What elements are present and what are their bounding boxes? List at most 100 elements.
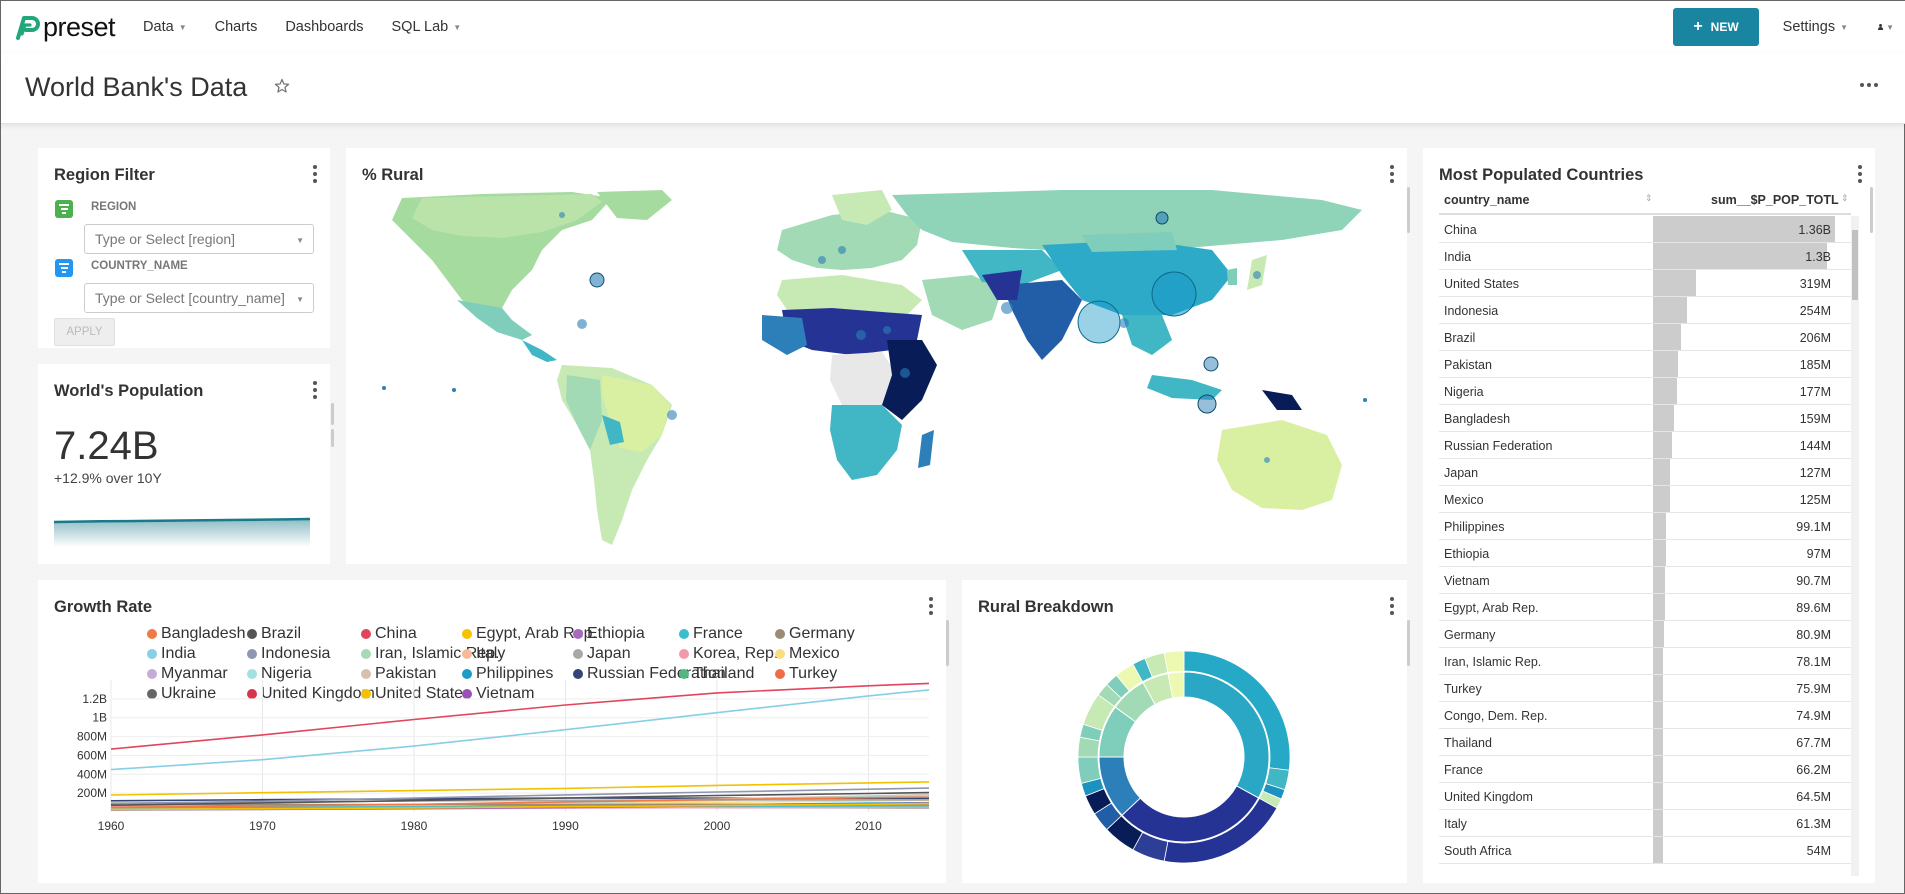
cell-value: 254M xyxy=(1799,304,1831,318)
table-row[interactable]: Philippines 99.1M xyxy=(1439,513,1851,540)
plus-icon: + xyxy=(1693,18,1703,35)
rural-breakdown-sunburst[interactable] xyxy=(1064,649,1304,869)
table-row[interactable]: India 1.3B xyxy=(1439,243,1851,270)
table-row[interactable]: Iran, Islamic Rep. 78.1M xyxy=(1439,648,1851,675)
legend-item[interactable]: Japan xyxy=(573,645,631,663)
legend-item[interactable]: China xyxy=(361,625,417,643)
nav-charts[interactable]: Charts xyxy=(215,19,258,35)
legend-item[interactable]: Pakistan xyxy=(361,665,436,683)
legend-item[interactable]: Ethiopia xyxy=(573,625,645,643)
settings-menu[interactable]: Settings ▼ xyxy=(1783,19,1848,35)
card-menu-button[interactable] xyxy=(1858,165,1862,183)
legend-item[interactable]: Turkey xyxy=(775,665,837,683)
column-header-country-name[interactable]: country_name xyxy=(1444,193,1530,207)
card-menu-button[interactable] xyxy=(1390,597,1394,615)
legend-item[interactable]: India xyxy=(147,645,196,663)
map-bubble xyxy=(1001,302,1013,314)
table-row[interactable]: South Africa 54M xyxy=(1439,837,1851,864)
resize-handle[interactable] xyxy=(331,403,334,425)
table-row[interactable]: Vietnam 90.7M xyxy=(1439,567,1851,594)
legend-item[interactable]: Indonesia xyxy=(247,645,330,663)
trendline-area xyxy=(54,519,310,547)
legend-item[interactable]: Philippines xyxy=(462,665,553,683)
series-line xyxy=(110,682,930,750)
country-name-select[interactable]: Type or Select [country_name] ▼ xyxy=(84,283,314,313)
legend-item[interactable]: Germany xyxy=(775,625,855,643)
scrollbar-thumb[interactable] xyxy=(1852,230,1858,300)
legend-item[interactable]: Myanmar xyxy=(147,665,228,683)
map-region-png xyxy=(1262,390,1302,410)
cell-country: Turkey xyxy=(1444,682,1482,696)
table-row[interactable]: France 66.2M xyxy=(1439,756,1851,783)
legend-item[interactable]: United Kingdom xyxy=(247,685,375,703)
table-header-border xyxy=(1439,213,1851,215)
legend-item[interactable]: Nigeria xyxy=(247,665,312,683)
table-row[interactable]: China 1.36B xyxy=(1439,216,1851,243)
nav-dashboards[interactable]: Dashboards xyxy=(285,19,363,35)
dashboard-more-menu[interactable] xyxy=(1860,83,1878,87)
map-region-mexico xyxy=(457,300,532,340)
table-row[interactable]: Thailand 67.7M xyxy=(1439,729,1851,756)
nav-data[interactable]: Data ▼ xyxy=(143,19,187,35)
map-region-russia xyxy=(892,190,1362,252)
legend-item[interactable]: Korea, Rep. xyxy=(679,645,778,663)
card-menu-button[interactable] xyxy=(313,165,317,183)
legend-item[interactable]: Bangladesh xyxy=(147,625,246,643)
nav-sql-lab[interactable]: SQL Lab ▼ xyxy=(392,19,462,35)
table-row[interactable]: United Kingdom 64.5M xyxy=(1439,783,1851,810)
resize-handle[interactable] xyxy=(1870,187,1873,233)
card-menu-button[interactable] xyxy=(929,597,933,615)
dashboard-title[interactable]: World Bank's Data xyxy=(25,72,248,102)
region-filter-card: Region Filter REGION Type or Select [reg… xyxy=(38,148,330,348)
table-row[interactable]: Japan 127M xyxy=(1439,459,1851,486)
region-select[interactable]: Type or Select [region] ▼ xyxy=(84,224,314,254)
legend-label: Ukraine xyxy=(161,685,217,702)
growth-rate-line-chart[interactable]: 1960 1970 1980 1990 2000 2010 200M 400M 600M 800M… xyxy=(38,680,938,880)
legend-item[interactable]: Italy xyxy=(462,645,505,663)
table-row[interactable]: Congo, Dem. Rep. 74.9M xyxy=(1439,702,1851,729)
card-menu-button[interactable] xyxy=(313,381,317,399)
resize-handle[interactable] xyxy=(946,620,949,666)
legend-item[interactable]: Brazil xyxy=(247,625,301,643)
series-line xyxy=(110,802,930,811)
y-tick-label: 1B xyxy=(92,711,107,725)
legend-item[interactable]: Ukraine xyxy=(147,685,216,703)
apply-button[interactable]: APPLY xyxy=(54,318,115,346)
table-row[interactable]: Pakistan 185M xyxy=(1439,351,1851,378)
legend-item[interactable]: Vietnam xyxy=(462,685,534,703)
resize-handle[interactable] xyxy=(1407,187,1410,233)
cell-country: Thailand xyxy=(1444,736,1492,750)
resize-handle[interactable] xyxy=(1407,620,1410,666)
table-row[interactable]: Indonesia 254M xyxy=(1439,297,1851,324)
table-row[interactable]: Mexico 125M xyxy=(1439,486,1851,513)
table-row[interactable]: Egypt, Arab Rep. 89.6M xyxy=(1439,594,1851,621)
sort-icon[interactable]: ⇕ xyxy=(1841,193,1849,203)
table-row[interactable]: Russian Federation 144M xyxy=(1439,432,1851,459)
table-row[interactable]: Italy 61.3M xyxy=(1439,810,1851,837)
resize-handle[interactable] xyxy=(331,429,334,447)
table-scrollbar[interactable] xyxy=(1851,216,1859,876)
brand-logo[interactable]: preset xyxy=(13,12,116,43)
map-region-central-africa xyxy=(830,352,897,420)
table-row[interactable]: Brazil 206M xyxy=(1439,324,1851,351)
table-row[interactable]: Nigeria 177M xyxy=(1439,378,1851,405)
legend-item[interactable]: Mexico xyxy=(775,645,840,663)
column-header-value[interactable]: sum__$P_POP_TOTL xyxy=(1711,193,1839,207)
card-title: Rural Breakdown xyxy=(978,598,1114,616)
world-choropleth-map[interactable] xyxy=(362,190,1392,550)
legend-item[interactable]: Egypt, Arab Rep. xyxy=(462,625,597,643)
table-row[interactable]: Bangladesh 159M xyxy=(1439,405,1851,432)
table-row[interactable]: Turkey 75.9M xyxy=(1439,675,1851,702)
sort-icon[interactable]: ⇕ xyxy=(1645,193,1653,203)
new-button[interactable]: + NEW xyxy=(1673,8,1759,46)
user-menu[interactable]: ▼ xyxy=(1878,21,1894,33)
legend-item[interactable]: United States xyxy=(361,685,471,703)
legend-item[interactable]: Russian Federation xyxy=(573,665,726,683)
card-menu-button[interactable] xyxy=(1390,165,1394,183)
legend-item[interactable]: France xyxy=(679,625,743,643)
legend-item[interactable]: Thailand xyxy=(679,665,754,683)
table-row[interactable]: Ethiopia 97M xyxy=(1439,540,1851,567)
table-row[interactable]: Germany 80.9M xyxy=(1439,621,1851,648)
favorite-star-icon[interactable] xyxy=(274,78,290,94)
table-row[interactable]: United States 319M xyxy=(1439,270,1851,297)
